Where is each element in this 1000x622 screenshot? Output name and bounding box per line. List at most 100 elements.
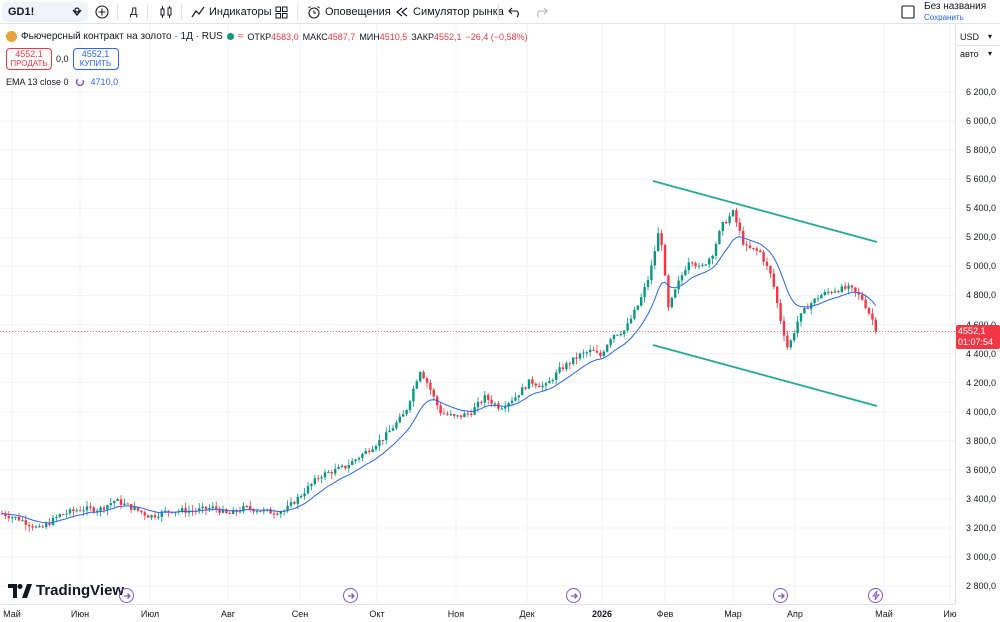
- alerts-button[interactable]: Оповещения: [307, 0, 391, 24]
- candle-body: [476, 401, 480, 408]
- candle-body: [517, 395, 520, 398]
- sell-button[interactable]: 4552,1 ПРОДАТЬ: [6, 48, 52, 70]
- price-tick-label: 2 800,0: [965, 581, 996, 592]
- candle-body: [589, 349, 592, 353]
- candle-body: [755, 248, 758, 251]
- candle-body: [72, 509, 75, 512]
- candle-body: [320, 477, 323, 479]
- undo-icon[interactable]: [508, 0, 522, 24]
- price-tick-label: 3 200,0: [965, 522, 996, 533]
- candle-body: [636, 305, 639, 310]
- candle-body: [201, 506, 204, 509]
- interval-button[interactable]: Д: [130, 0, 137, 24]
- candle-body: [633, 309, 636, 319]
- candle-body: [357, 457, 361, 460]
- candle-body: [663, 244, 667, 276]
- candle-body: [68, 509, 72, 514]
- alerts-label: Оповещения: [325, 6, 391, 18]
- channel-upper-line: [652, 180, 878, 243]
- buy-button[interactable]: 4552,1 КУПИТЬ: [72, 48, 119, 70]
- candle-body: [752, 247, 755, 249]
- candle-body: [456, 415, 459, 417]
- ema-legend[interactable]: EMA 13 close 0 4710,0: [6, 77, 118, 87]
- candle-body: [323, 472, 327, 478]
- lightning-event-icon[interactable]: [868, 588, 883, 603]
- time-tick-label: 2026: [591, 609, 613, 619]
- candle-body: [89, 506, 92, 508]
- time-axis[interactable]: Май Июн Июл Авг Сен Окт Ноя Дек 2026 Фев Мар Апр Май…: [0, 604, 957, 622]
- candle-body: [459, 415, 463, 418]
- candle-body: [249, 506, 252, 510]
- candle-body: [844, 286, 847, 289]
- candle-body: [388, 430, 391, 433]
- candle-body: [221, 509, 225, 513]
- indicators-button[interactable]: Индикаторы: [191, 0, 272, 24]
- candle-body: [429, 382, 432, 390]
- symbol-search-button[interactable]: GD1!: [2, 2, 88, 22]
- candle-body: [126, 503, 129, 505]
- candle-body: [293, 502, 296, 504]
- time-tick-label: Ноя: [447, 609, 465, 619]
- last-price-tag: 4552,1 01:07:54: [956, 325, 1000, 349]
- tradingview-logo[interactable]: TradingView: [8, 582, 124, 599]
- candle-body: [218, 508, 221, 513]
- chart-grid: [0, 24, 955, 604]
- candle-body: [793, 333, 796, 341]
- candle-body: [116, 499, 119, 502]
- candle-body: [167, 510, 170, 512]
- layout-checkbox-icon[interactable]: [901, 0, 915, 24]
- candle-body: [31, 526, 34, 528]
- channel-lower-line: [652, 344, 878, 407]
- candle-body: [660, 233, 663, 245]
- event-marker-icon[interactable]: [773, 588, 788, 603]
- candle-body: [490, 399, 493, 404]
- chart-type-candles-icon[interactable]: [159, 0, 173, 24]
- templates-grid-icon[interactable]: [275, 0, 288, 24]
- scale-mode-label[interactable]: авто: [960, 49, 979, 59]
- ohlc-values: ОТКР4583,0 МАКС4587,7 МИН4510,5 ЗАКР4552…: [247, 31, 528, 42]
- replay-button[interactable]: Симулятор рынка: [395, 0, 504, 24]
- price-chart[interactable]: [0, 24, 955, 604]
- candle-body: [585, 352, 588, 354]
- time-tick-label: Май: [875, 609, 893, 619]
- candle-body: [708, 258, 711, 265]
- delay-icon: ≈: [237, 31, 244, 42]
- event-marker-icon[interactable]: [343, 588, 358, 603]
- legend-title[interactable]: Фьючерсный контракт на золото · 1Д · RUS: [21, 31, 223, 42]
- layout-name[interactable]: Без названия Сохранить: [924, 2, 986, 23]
- market-open-icon: [226, 33, 234, 40]
- candle-body: [412, 388, 415, 402]
- candle-body: [28, 524, 31, 527]
- candle-body: [65, 513, 68, 515]
- event-marker-icon[interactable]: [119, 588, 134, 603]
- scale-mode-dropdown-icon[interactable]: ▾: [988, 49, 993, 58]
- time-tick-label: Фев: [656, 609, 674, 619]
- currency-dropdown-icon[interactable]: ▾: [988, 32, 993, 41]
- candle-body: [153, 515, 157, 518]
- candle-body: [75, 510, 78, 512]
- candle-body: [313, 478, 316, 484]
- candle-body: [779, 303, 782, 321]
- candle-body: [871, 313, 874, 320]
- price-tick-label: 5 400,0: [965, 203, 996, 214]
- price-axis[interactable]: USD ▾ авто ▾ 6 200,0 6 000,0 5 800,0 5 600,…: [955, 24, 1000, 604]
- time-tick-label: Сен: [291, 609, 309, 619]
- redo-icon[interactable]: [534, 0, 548, 24]
- candle-body: [344, 465, 347, 469]
- bar-countdown: 01:07:54: [958, 337, 994, 347]
- price-tick-label: 3 600,0: [965, 464, 996, 475]
- candle-body: [211, 506, 214, 509]
- candle-body: [449, 414, 452, 416]
- candle-body: [272, 513, 276, 515]
- event-marker-icon[interactable]: [566, 588, 581, 603]
- currency-label[interactable]: USD: [960, 32, 980, 42]
- interval-label: Д: [130, 6, 138, 18]
- ema-label: EMA 13 close 0: [6, 77, 69, 87]
- candle-body: [198, 508, 201, 511]
- candle-body: [439, 405, 442, 414]
- add-symbol-icon[interactable]: [95, 0, 109, 24]
- candle-body: [538, 385, 541, 388]
- price-tick-label: 4 200,0: [965, 377, 996, 388]
- candle-body: [823, 292, 826, 295]
- candle-body: [119, 499, 123, 506]
